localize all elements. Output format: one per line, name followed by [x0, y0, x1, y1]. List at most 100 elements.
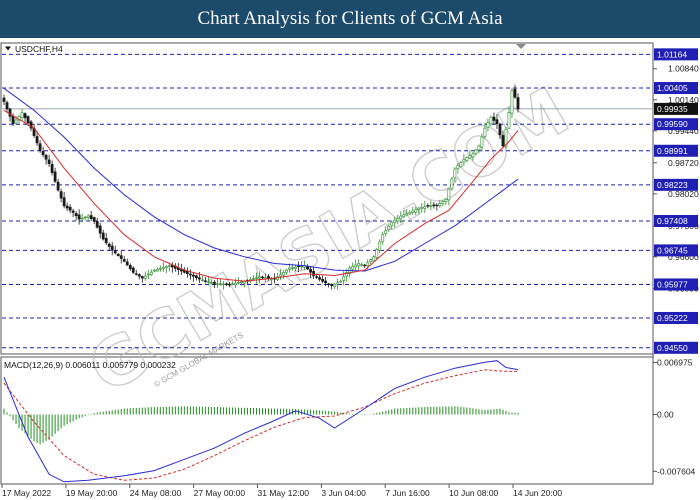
- candle-body: [354, 264, 358, 268]
- candle-body: [465, 157, 469, 161]
- candle-body: [5, 102, 9, 110]
- candle-body: [213, 281, 216, 284]
- candle-body: [327, 283, 331, 285]
- candle-body: [194, 275, 198, 278]
- level-label: 0.98223: [657, 180, 688, 190]
- candle-body: [363, 264, 367, 267]
- candle-body: [197, 277, 201, 280]
- candle-body: [372, 256, 376, 262]
- candle-body: [429, 205, 433, 207]
- candle-body: [158, 268, 162, 270]
- candle-body: [191, 274, 195, 277]
- candle-body: [297, 265, 300, 268]
- candle-body: [321, 278, 325, 282]
- candle-body: [149, 271, 153, 276]
- candle-body: [122, 259, 126, 262]
- candle-body: [101, 232, 105, 240]
- candle-body: [423, 206, 427, 209]
- candle-body: [486, 122, 490, 128]
- candle-body: [498, 124, 502, 136]
- candle-body: [23, 113, 27, 119]
- candle-body: [456, 165, 460, 169]
- candle-body: [35, 136, 39, 144]
- candle-body: [216, 283, 219, 285]
- candle-body: [495, 119, 499, 125]
- level-label-box: [654, 341, 698, 354]
- candle-body: [56, 181, 60, 191]
- candle-body: [113, 250, 117, 254]
- candle-body: [441, 201, 445, 204]
- symbol-menu-triangle-icon[interactable]: [5, 46, 11, 51]
- candle-body: [53, 171, 57, 182]
- current-price-box: [654, 102, 698, 115]
- level-label-box: [654, 82, 698, 95]
- level-label-box: [654, 118, 698, 131]
- candle-body: [74, 213, 78, 217]
- candle-body: [345, 272, 349, 277]
- level-label: 0.98991: [657, 146, 688, 156]
- candle-body: [360, 264, 364, 266]
- candle-body: [351, 266, 355, 270]
- level-label-box: [654, 178, 698, 191]
- candle-body: [47, 159, 51, 164]
- candle-body: [8, 108, 12, 117]
- level-label-box: [654, 244, 698, 257]
- candle-body: [387, 226, 391, 231]
- candle-body: [369, 259, 373, 262]
- candle-body: [459, 162, 463, 168]
- candle-body: [492, 116, 496, 121]
- candle-body: [59, 191, 63, 199]
- x-tick-label: 14 Jun 20:00: [513, 488, 562, 498]
- candle-body: [285, 269, 288, 273]
- y-tick-label: 0.98020: [668, 189, 699, 199]
- candle-body: [71, 210, 75, 213]
- chart-area: GCMASIA.COM © GCM GLOBAL MARKETS 1.00840…: [0, 42, 699, 498]
- candle-body: [402, 214, 406, 218]
- candle-body: [188, 273, 192, 276]
- candle-body: [288, 267, 291, 270]
- level-label: 0.97408: [657, 216, 688, 226]
- level-label-box: [654, 144, 698, 157]
- level-label-box: [654, 311, 698, 324]
- candle-body: [510, 90, 514, 114]
- candle-body: [11, 115, 15, 125]
- candle-body: [258, 276, 261, 279]
- ma-fast-line: [3, 109, 519, 282]
- candle-body: [264, 277, 267, 279]
- candle-body: [95, 220, 99, 228]
- candle-body: [312, 271, 316, 276]
- candle-body: [384, 230, 388, 234]
- candle-body: [68, 206, 72, 211]
- candle-body: [393, 219, 397, 223]
- macd-main-line: [3, 360, 519, 483]
- candle-body: [336, 282, 340, 285]
- candle-body: [477, 145, 481, 151]
- y-tick-label: 1.00140: [668, 95, 699, 105]
- shift-marker-icon[interactable]: [516, 44, 526, 49]
- watermark: GCMASIA.COM: [76, 72, 581, 408]
- x-tick-label: 31 May 12:00: [258, 488, 310, 498]
- candle-body: [179, 269, 183, 272]
- candle-body: [237, 282, 240, 284]
- candle-body: [309, 269, 312, 273]
- candle-body: [330, 284, 334, 286]
- candle-body: [279, 274, 282, 277]
- candle-body: [80, 217, 84, 220]
- level-label-box: [654, 278, 698, 291]
- x-tick-label: 10 Jun 08:00: [449, 488, 498, 498]
- candle-body: [219, 283, 222, 285]
- candle-body: [200, 279, 204, 282]
- candle-body: [462, 158, 466, 163]
- x-tick-label: 27 May 00:00: [194, 488, 246, 498]
- candle-body: [65, 205, 69, 209]
- level-label-box: [654, 214, 698, 227]
- candle-body: [26, 116, 30, 124]
- candle-body: [474, 149, 478, 154]
- level-label: 1.00405: [657, 83, 688, 93]
- level-label: 0.96745: [657, 245, 688, 255]
- candle-body: [228, 283, 231, 286]
- y-tick-label: 0.99440: [668, 126, 699, 136]
- candle-body: [504, 128, 508, 147]
- candle-body: [453, 168, 457, 179]
- x-tick-label: 3 Jun 04:00: [321, 488, 366, 498]
